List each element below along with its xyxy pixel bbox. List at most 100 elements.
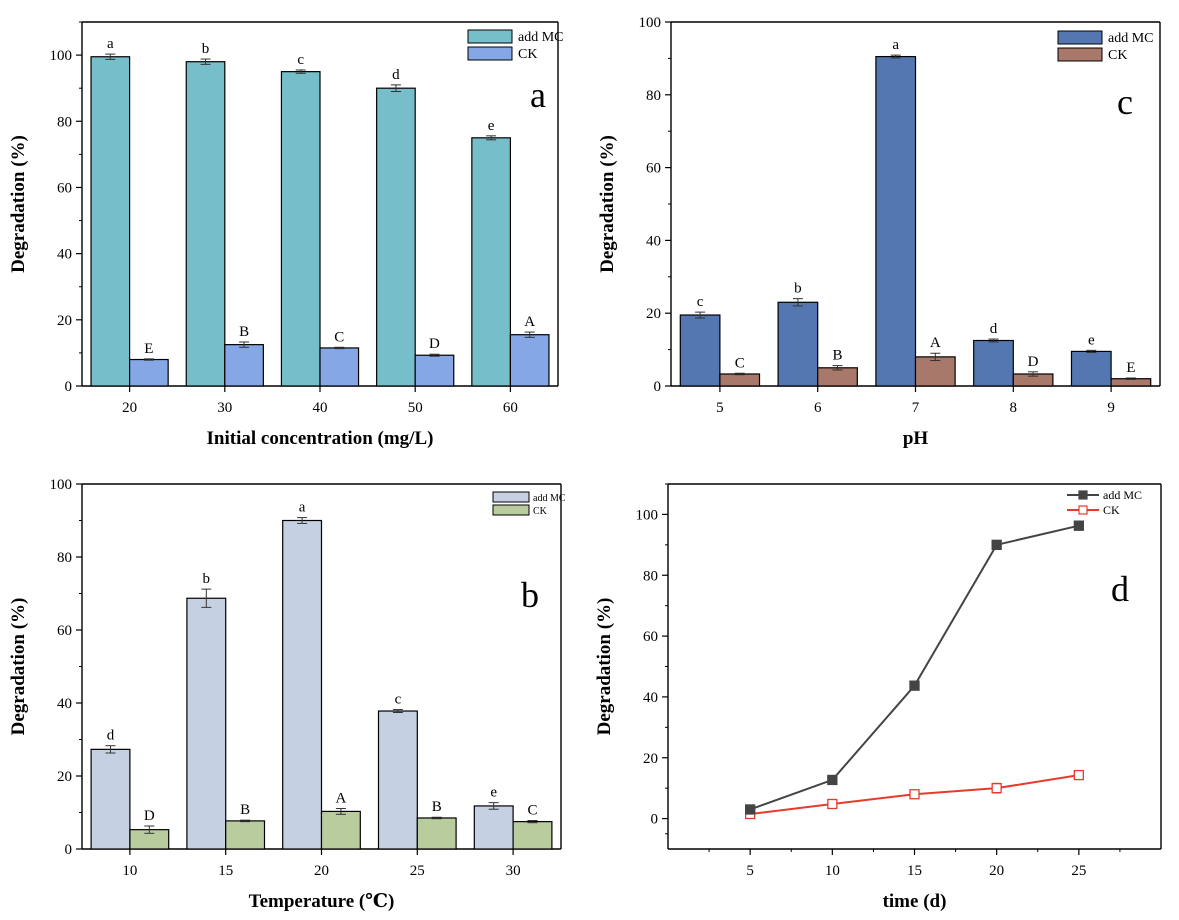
y-tick-label: 0: [65, 379, 73, 395]
bar-ck: [319, 347, 360, 387]
significance-letter: a: [299, 500, 306, 516]
legend-label: CK: [1108, 48, 1127, 63]
chart-panel-d: 0 20 40 60 80 100 time (d) Degradation (%) d 5 10 1…: [594, 483, 1162, 912]
x-tick-label: 9: [1107, 400, 1115, 416]
bar-add-mc: [186, 597, 227, 850]
y-tick-label: 100: [50, 477, 73, 493]
data-point-ck: [909, 789, 920, 800]
significance-letter: D: [144, 808, 155, 824]
bar-add-mc: [875, 55, 917, 387]
y-tick-label: 60: [646, 161, 661, 177]
legend-swatch: [492, 504, 530, 516]
x-tick-label: 20: [314, 863, 329, 879]
data-point-ck: [827, 798, 838, 810]
bar-ck: [512, 821, 553, 850]
legend-swatch: [467, 46, 513, 61]
legend: add MC CK: [1057, 30, 1154, 63]
y-tick-label: 80: [643, 568, 658, 584]
x-axis-title: Temperature (℃): [249, 891, 395, 912]
y-axis-title: Degradation (%): [597, 135, 618, 273]
x-tick-label: 5: [716, 400, 724, 416]
x-axis-title: Initial concentration (mg/L): [207, 428, 434, 449]
data-point-ck: [1073, 769, 1084, 781]
significance-letter: e: [490, 785, 497, 801]
bar-add-mc: [376, 87, 416, 387]
bar-add-mc: [1070, 350, 1112, 387]
significance-letter: B: [239, 324, 249, 340]
bar-add-mc: [90, 56, 131, 387]
y-tick-label: 40: [646, 233, 661, 249]
y-tick-label: 100: [50, 48, 73, 64]
legend-label: add MC: [518, 30, 564, 45]
panel-letter: b: [521, 575, 539, 615]
bar-ck: [416, 817, 457, 850]
y-tick-label: 80: [57, 114, 72, 130]
bar-add-mc: [473, 805, 514, 850]
significance-letter: d: [392, 67, 400, 83]
significance-letter: d: [990, 321, 998, 337]
x-axis-title: time (d): [883, 891, 947, 912]
chart-panel-a: 0 20 40 60 80 100 Initial concentration (mg/L)…: [8, 21, 564, 449]
y-tick-label: 80: [57, 550, 72, 566]
chart-panel-c: 0 20 40 60 80 100 pH Degradation (%) c 5 c C 6 b B 7 a A 8…: [597, 15, 1161, 449]
bar-add-mc: [973, 339, 1014, 387]
significance-letter: B: [832, 348, 842, 364]
x-tick-label: 15: [907, 863, 922, 879]
y-tick-label: 60: [643, 629, 658, 645]
y-axis-title: Degradation (%): [8, 598, 29, 736]
legend-marker: [1078, 505, 1088, 515]
bar-add-mc: [777, 301, 819, 387]
significance-letter: c: [395, 692, 402, 708]
bar-add-mc: [377, 710, 418, 850]
bar-add-mc: [282, 519, 323, 850]
x-tick-label: 6: [814, 400, 822, 416]
x-tick-label: 25: [1071, 863, 1086, 879]
bar-ck: [414, 354, 455, 387]
y-tick-label: 40: [57, 247, 72, 263]
x-tick-label: 30: [217, 400, 232, 416]
y-tick-label: 40: [57, 696, 72, 712]
significance-letter: a: [892, 37, 899, 53]
panel-letter: a: [530, 75, 546, 115]
y-tick-label: 0: [654, 379, 662, 395]
y-tick-label: 60: [57, 180, 72, 196]
panel-letter: c: [1117, 82, 1133, 122]
y-tick-label: 100: [636, 507, 659, 523]
x-tick-label: 7: [912, 400, 920, 416]
significance-letter: E: [144, 341, 153, 357]
x-tick-label: 60: [503, 400, 518, 416]
series-line-add-mc: [749, 524, 1080, 811]
bar-ck: [224, 344, 264, 387]
significance-letter: E: [1126, 360, 1135, 376]
significance-letter: d: [107, 728, 115, 744]
significance-letter: e: [488, 118, 495, 134]
significance-letter: c: [697, 294, 704, 310]
x-tick-label: 10: [825, 863, 840, 879]
bar-ck: [719, 373, 761, 387]
y-tick-label: 0: [65, 842, 73, 858]
bar-ck: [225, 820, 266, 850]
legend-swatch: [467, 29, 513, 44]
significance-letter: b: [794, 281, 802, 297]
y-axis-title: Degradation (%): [594, 598, 615, 736]
legend-label: CK: [518, 47, 537, 62]
significance-letter: e: [1088, 332, 1095, 348]
significance-letter: b: [202, 41, 210, 57]
y-tick-label: 20: [57, 769, 72, 785]
x-tick-label: 15: [218, 863, 233, 879]
bar-add-mc: [185, 61, 226, 387]
legend-label: add MC: [1108, 31, 1154, 46]
chart-panel-b: 0 20 40 60 80 100 Temperature (℃) Degradation (…: [8, 477, 566, 912]
bar-ck: [320, 810, 361, 850]
data-point-add-mc: [991, 539, 1002, 550]
significance-letter: C: [527, 803, 537, 819]
data-point-add-mc: [1073, 520, 1084, 531]
legend-label: add MC: [533, 493, 566, 504]
bar-ck: [129, 358, 169, 387]
x-tick-label: 30: [506, 863, 521, 879]
x-tick-label: 10: [122, 863, 137, 879]
x-tick-label: 20: [122, 400, 137, 416]
y-axis-title: Degradation (%): [8, 135, 29, 273]
legend-label: CK: [1103, 503, 1120, 517]
